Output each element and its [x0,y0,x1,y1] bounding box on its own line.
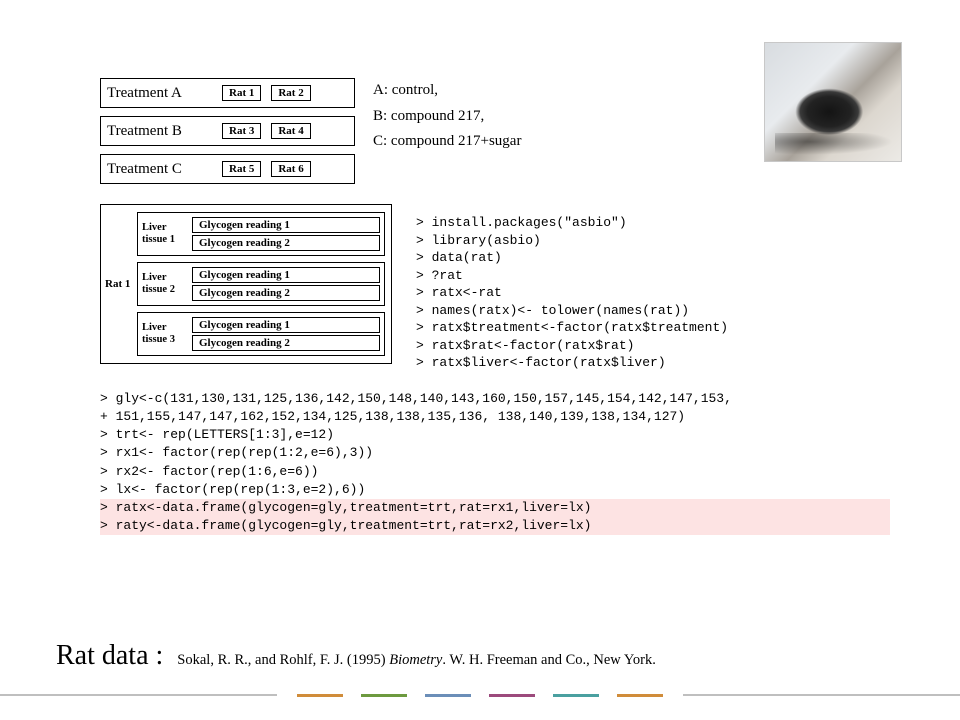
code-bottom-plain: > gly<-c(131,130,131,125,136,142,150,148… [100,391,732,497]
rat-6-tag: Rat 6 [271,161,310,177]
rat-2-tag: Rat 2 [271,85,310,101]
glycogen-reading-1: Glycogen reading 1 [192,217,380,233]
treatment-c-box: Treatment C Rat 5 Rat 6 [100,154,355,184]
glycogen-reading-2: Glycogen reading 2 [192,285,380,301]
glycogen-reading-2: Glycogen reading 2 [192,335,380,351]
slide: Treatment A Rat 1 Rat 2 Treatment B Rat … [0,0,960,720]
glycogen-reading-1: Glycogen reading 1 [192,317,380,333]
treatment-a-label: Treatment A [107,85,212,102]
glycogen-reading-2: Glycogen reading 2 [192,235,380,251]
rat-4-tag: Rat 4 [271,123,310,139]
footer-title: Rat data : [56,640,163,672]
liver-tissue-1-label: Liver tissue 1 [142,222,186,246]
liver-tissue-3-label: Liver tissue 3 [142,322,186,346]
liver-tissue-2-label: Liver tissue 2 [142,272,186,296]
treatment-list: Treatment A Rat 1 Rat 2 Treatment B Rat … [100,78,355,184]
deco-line-right [683,694,960,696]
deco-tick [553,694,599,697]
liver-tissue-1-box: Liver tissue 1 Glycogen reading 1 Glycog… [137,212,385,256]
rat-1-tag: Rat 1 [222,85,261,101]
treatment-a-box: Treatment A Rat 1 Rat 2 [100,78,355,108]
treatment-legend: A: control, B: compound 217, C: compound… [373,78,521,184]
legend-a: A: control, [373,78,521,104]
deco-tick [489,694,535,697]
legend-b: B: compound 217, [373,104,521,130]
deco-tick [297,694,343,697]
treatment-b-label: Treatment B [107,123,212,140]
code-bottom: > gly<-c(131,130,131,125,136,142,150,148… [100,390,890,536]
liver-tissue-2-box: Liver tissue 2 Glycogen reading 1 Glycog… [137,262,385,306]
cite-ital: Biometry [389,652,442,668]
liver-tissue-3-box: Liver tissue 3 Glycogen reading 1 Glycog… [137,312,385,356]
deco-color-segments [277,692,683,698]
tissue-1-readings: Glycogen reading 1 Glycogen reading 2 [192,217,380,251]
tissue-list: Liver tissue 1 Glycogen reading 1 Glycog… [137,212,385,356]
rat1-label: Rat 1 [105,278,133,290]
tissue-2-readings: Glycogen reading 1 Glycogen reading 2 [192,267,380,301]
footer-citation: Sokal, R. R., and Rohlf, F. J. (1995) Bi… [177,652,656,669]
deco-tick [425,694,471,697]
deco-tick [617,694,663,697]
cite-post: . W. H. Freeman and Co., New York. [442,652,655,668]
footer: Rat data : Sokal, R. R., and Rohlf, F. J… [56,640,656,672]
deco-tick [361,694,407,697]
treatment-b-box: Treatment B Rat 3 Rat 4 [100,116,355,146]
rat-image [764,42,902,162]
code-right: > install.packages("asbio") > library(as… [416,214,728,372]
code-highlight-2: > raty<-data.frame(glycogen=gly,treatmen… [100,517,890,535]
decorative-bar [0,692,960,698]
rat1-detail-row: Rat 1 Liver tissue 1 Glycogen reading 1 … [100,204,890,372]
deco-line-left [0,694,277,696]
legend-c: C: compound 217+sugar [373,129,521,155]
glycogen-reading-1: Glycogen reading 1 [192,267,380,283]
rat-5-tag: Rat 5 [222,161,261,177]
code-highlight-1: > ratx<-data.frame(glycogen=gly,treatmen… [100,499,890,517]
rat-3-tag: Rat 3 [222,123,261,139]
treatment-c-label: Treatment C [107,161,212,178]
rat1-box: Rat 1 Liver tissue 1 Glycogen reading 1 … [100,204,392,364]
cite-pre: Sokal, R. R., and Rohlf, F. J. (1995) [177,652,389,668]
tissue-3-readings: Glycogen reading 1 Glycogen reading 2 [192,317,380,351]
